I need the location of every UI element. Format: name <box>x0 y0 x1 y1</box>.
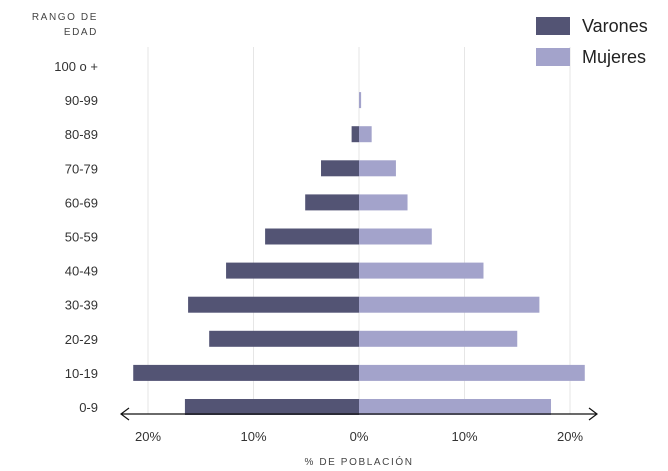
x-axis-title: % DE POBLACIÓN <box>304 455 413 468</box>
bar-varones <box>321 160 359 177</box>
bars <box>133 92 585 415</box>
category-label: 70-79 <box>65 161 98 176</box>
category-label: 80-89 <box>65 127 98 142</box>
x-axis-left-arrow-icon <box>120 407 130 421</box>
bar-mujeres <box>359 364 585 381</box>
bar-mujeres <box>359 126 372 143</box>
bar-varones <box>184 399 359 415</box>
bar-varones <box>133 364 359 381</box>
bar-varones <box>351 126 359 143</box>
x-tick-label: 10% <box>240 429 266 444</box>
legend-label-varones: Varones <box>582 16 648 36</box>
bar-mujeres <box>359 160 396 177</box>
category-label: 30-39 <box>65 298 98 313</box>
legend: Varones Mujeres <box>536 16 648 67</box>
category-label: 0-9 <box>79 400 98 415</box>
bar-varones <box>305 194 359 211</box>
category-label: 60-69 <box>65 195 98 210</box>
bar-mujeres <box>359 330 518 347</box>
legend-swatch-mujeres <box>536 48 570 66</box>
category-label: 20-29 <box>65 332 98 347</box>
legend-swatch-varones <box>536 17 570 35</box>
legend-label-mujeres: Mujeres <box>582 47 646 67</box>
bar-varones <box>188 296 359 313</box>
x-tick-labels: 20% 10% 0% 10% 20% <box>135 429 583 444</box>
category-label: 50-59 <box>65 230 98 245</box>
category-labels: 100 o + 90-99 80-89 70-79 60-69 50-59 40-49 30-… <box>54 59 98 415</box>
bar-mujeres <box>359 296 540 313</box>
bar-varones <box>226 262 359 279</box>
category-label: 10-19 <box>65 366 98 381</box>
category-label: 40-49 <box>65 264 98 279</box>
bar-mujeres <box>359 262 484 279</box>
bar-varones <box>265 228 359 245</box>
x-tick-label: 20% <box>135 429 161 444</box>
y-axis-title-line-1: RANGO DE <box>32 12 98 23</box>
bar-mujeres <box>359 228 432 245</box>
x-axis-right-arrow-icon <box>588 407 598 421</box>
bar-mujeres <box>359 194 408 211</box>
y-axis-title-line-2: EDAD <box>64 27 98 38</box>
x-tick-label: 0% <box>350 429 369 444</box>
x-tick-label: 10% <box>451 429 477 444</box>
x-axis <box>120 407 598 421</box>
x-tick-label: 20% <box>557 429 583 444</box>
category-label: 90-99 <box>65 93 98 108</box>
bar-mujeres <box>359 92 362 109</box>
bar-mujeres <box>359 399 552 415</box>
category-label: 100 o + <box>54 59 98 74</box>
bar-varones <box>209 330 359 347</box>
